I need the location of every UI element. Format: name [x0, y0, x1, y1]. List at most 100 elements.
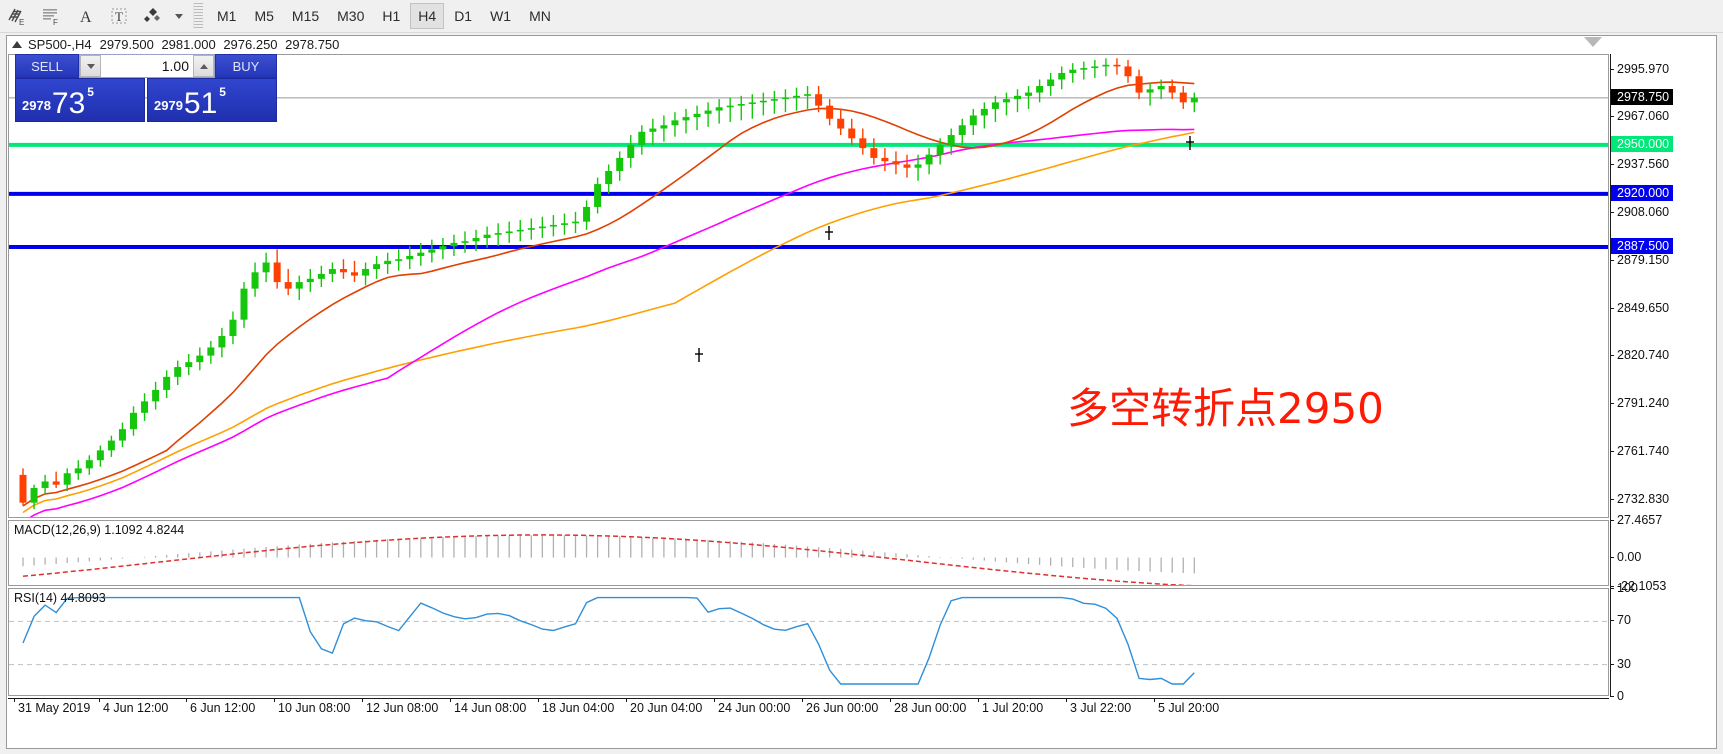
- indicator-list-icon[interactable]: F: [34, 1, 68, 31]
- symbol-label: SP500-,H4: [28, 37, 92, 52]
- doji-candle: [695, 348, 703, 362]
- macd-axis-label: 27.4657: [1609, 513, 1662, 527]
- volume-input[interactable]: 1.00: [101, 55, 193, 77]
- tab-timeframe-mn[interactable]: MN: [529, 8, 551, 24]
- time-axis-label: 14 Jun 08:00: [449, 698, 527, 715]
- price-axis-label: 2761.740: [1609, 444, 1669, 458]
- volume-stepper[interactable]: 1.00: [79, 54, 215, 78]
- time-axis[interactable]: 31 May 2019 4 Jun 12:00 6 Jun 12:00 10 Jun …: [8, 698, 1609, 720]
- chart-shift-arrow-icon[interactable]: [1584, 37, 1602, 47]
- svg-text:A: A: [80, 9, 92, 26]
- macd-signal-line: [22, 534, 1194, 585]
- time-axis-label: 26 Jun 00:00: [801, 698, 879, 715]
- svg-text:E: E: [19, 18, 24, 27]
- buy-label[interactable]: BUY: [215, 54, 277, 78]
- symbol-quote-bar: SP500-,H4 2979.500 2981.000 2976.250 297…: [7, 36, 1716, 53]
- tab-timeframe-m30[interactable]: M30: [337, 8, 365, 24]
- text-label-icon[interactable]: T: [102, 1, 136, 31]
- price-axis-label: 2920.000: [1611, 184, 1674, 201]
- quote-close: 2978.750: [285, 37, 340, 52]
- ohlc-values: 2979.500 2981.000 2976.250 2978.750: [100, 37, 344, 52]
- time-axis-label: 4 Jun 12:00: [98, 698, 169, 715]
- tab-timeframe-m15[interactable]: M15: [291, 8, 320, 24]
- one-click-trading-panel[interactable]: SELL 1.00 BUY 2978 73 5: [15, 54, 277, 122]
- text-object-icon[interactable]: A: [68, 1, 102, 31]
- price-axis-label: 2791.240: [1609, 396, 1669, 410]
- price-axis-label: 2879.150: [1609, 253, 1669, 267]
- quote-open: 2979.500: [99, 37, 154, 52]
- macd-label: MACD(12,26,9) 1.1092 4.8244: [14, 523, 185, 537]
- doji-candle: [1186, 136, 1194, 150]
- time-axis-label: 10 Jun 08:00: [273, 698, 351, 715]
- chevron-down-icon: [175, 13, 183, 19]
- price-axis-label: 2887.500: [1611, 237, 1674, 254]
- tab-timeframe-m1[interactable]: M1: [217, 8, 237, 24]
- chart-expert-icon[interactable]: E: [0, 1, 34, 31]
- macd-plot: [22, 534, 1195, 585]
- time-axis-label: 1 Jul 20:00: [977, 698, 1044, 715]
- time-axis-label: 6 Jun 12:00: [185, 698, 256, 715]
- time-axis-label: 28 Jun 00:00: [889, 698, 967, 715]
- buy-price-fraction: 5: [219, 85, 226, 99]
- rsi-axis-label: 70: [1610, 613, 1631, 627]
- time-axis-label: 18 Jun 04:00: [537, 698, 615, 715]
- quote-low: 2976.250: [223, 37, 278, 52]
- rsi-axis-label: 0: [1610, 689, 1624, 703]
- svg-text:F: F: [53, 18, 58, 27]
- price-axis[interactable]: 2995.970 2978.750 2967.060 2950.000 2937.560…: [1609, 54, 1716, 703]
- time-axis-label: 3 Jul 22:00: [1065, 698, 1132, 715]
- triangle-up-icon: [12, 41, 22, 48]
- objects-icon[interactable]: [136, 1, 170, 31]
- ma-red-line: [22, 81, 1195, 507]
- sell-price-fraction: 5: [87, 85, 94, 99]
- tab-timeframe-h4[interactable]: H4: [410, 3, 445, 29]
- macd-pane[interactable]: MACD(12,26,9) 1.1092 4.8244: [8, 520, 1609, 586]
- svg-text:T: T: [115, 9, 123, 24]
- price-axis-label: 2995.970: [1609, 62, 1669, 76]
- sell-button[interactable]: 2978 73 5: [15, 78, 145, 122]
- volume-increment-button[interactable]: [193, 55, 214, 77]
- rsi-axis-label: 30: [1610, 657, 1631, 671]
- candlestick-series: [19, 58, 1198, 510]
- one-click-header-row: SELL 1.00 BUY: [15, 54, 277, 78]
- rsi-label: RSI(14) 44.8093: [14, 591, 106, 605]
- buy-price-main: 51: [183, 87, 218, 120]
- tab-timeframe-h1[interactable]: H1: [382, 8, 401, 24]
- macd-axis-label: -22.1053: [1609, 579, 1666, 593]
- price-pane[interactable]: 多空转折点2950: [8, 54, 1609, 518]
- tab-timeframe-w1[interactable]: W1: [490, 8, 512, 24]
- rsi-pane[interactable]: RSI(14) 44.8093: [8, 588, 1609, 696]
- time-axis-label: 5 Jul 20:00: [1153, 698, 1220, 715]
- price-axis-label: 2978.750: [1611, 88, 1674, 105]
- chart-area[interactable]: SP500-,H4 2979.500 2981.000 2976.250 297…: [6, 35, 1717, 749]
- quote-high: 2981.000: [161, 37, 216, 52]
- volume-decrement-button[interactable]: [80, 55, 101, 77]
- time-axis-label: 12 Jun 08:00: [361, 698, 439, 715]
- price-plot: [9, 58, 1608, 517]
- tab-timeframe-d1[interactable]: D1: [454, 8, 473, 24]
- sell-price-main: 73: [51, 87, 86, 120]
- ma-orange-line: [22, 131, 1195, 514]
- price-axis-label: 2967.060: [1609, 109, 1669, 123]
- objects-dropdown-icon[interactable]: [170, 1, 188, 31]
- time-axis-label: 31 May 2019: [13, 698, 91, 715]
- sell-price-prefix: 2978: [22, 98, 51, 113]
- doji-candle: [825, 226, 833, 240]
- macd-histogram: [22, 535, 1195, 574]
- price-axis-label: 2849.650: [1609, 301, 1669, 315]
- buy-price-prefix: 2979: [154, 98, 183, 113]
- price-axis-label: 2937.560: [1609, 157, 1669, 171]
- sell-label[interactable]: SELL: [15, 54, 79, 78]
- rsi-line: [22, 596, 1195, 685]
- price-axis-label: 2732.830: [1609, 492, 1669, 506]
- rsi-axis-label: 100: [1610, 581, 1638, 595]
- chart-toolbar: E F A T: [0, 0, 1723, 33]
- buy-button[interactable]: 2979 51 5: [147, 78, 277, 122]
- one-click-price-row: 2978 73 5 2979 51 5: [15, 78, 277, 122]
- caret-up-icon: [199, 63, 208, 69]
- tab-timeframe-m5[interactable]: M5: [254, 8, 274, 24]
- price-axis-label: 2908.060: [1609, 205, 1669, 219]
- time-axis-label: 24 Jun 00:00: [713, 698, 791, 715]
- price-axis-label: 2950.000: [1611, 135, 1674, 152]
